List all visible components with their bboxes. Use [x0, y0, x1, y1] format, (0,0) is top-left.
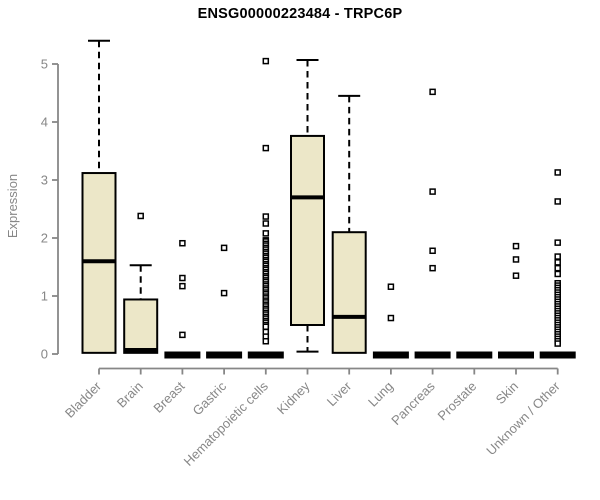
chart-title: ENSG00000223484 - TRPC6P	[197, 6, 403, 22]
outlier-unknown-other	[554, 270, 561, 278]
outlier-gastric	[220, 244, 228, 252]
outlier-hematopoietic-cells	[262, 57, 270, 65]
outlier-hematopoietic-cells	[262, 220, 270, 227]
x-label-skin: Skin	[493, 379, 521, 407]
outlier-lung	[387, 283, 395, 290]
box-kidney	[290, 134, 325, 326]
outlier-breast	[179, 239, 186, 247]
x-label-prostate: Prostate	[435, 379, 480, 424]
outlier-pancreas	[429, 264, 436, 272]
outlier-unknown-other	[554, 340, 561, 347]
outlier-hematopoietic-cells	[262, 144, 270, 152]
y-tick-label: 1	[41, 289, 48, 304]
x-label-unknown-other: Unknown / Other	[483, 378, 563, 458]
outlier-lung	[387, 314, 395, 322]
y-tick-label: 5	[41, 57, 48, 72]
x-label-gastric: Gastric	[190, 378, 230, 418]
outlier-pancreas	[429, 88, 436, 96]
x-label-brain: Brain	[114, 379, 146, 411]
flat-box-unknown-other	[539, 351, 576, 359]
flat-box-hematopoietic-cells	[247, 351, 284, 359]
outlier-hematopoietic-cells	[262, 230, 270, 237]
y-tick-label: 0	[41, 347, 48, 362]
outlier-unknown-other	[554, 259, 561, 266]
x-label-liver: Liver	[324, 378, 355, 409]
outlier-breast	[179, 331, 186, 339]
x-label-kidney: Kidney	[274, 378, 313, 417]
box-liver	[331, 231, 367, 354]
flat-box-skin	[498, 351, 534, 359]
flat-box-prostate	[456, 351, 493, 359]
flat-box-lung	[372, 351, 409, 359]
outlier-unknown-other	[554, 239, 561, 246]
outlier-skin	[512, 256, 520, 263]
outlier-brain	[137, 212, 144, 220]
x-label-lung: Lung	[365, 379, 396, 410]
y-tick-label: 2	[41, 231, 48, 246]
outlier-hematopoietic-cells	[262, 337, 270, 345]
x-label-breast: Breast	[150, 378, 187, 415]
x-label-pancreas: Pancreas	[388, 378, 438, 428]
outlier-gastric	[220, 289, 228, 297]
y-tick-label: 3	[41, 173, 48, 188]
outlier-unknown-other	[554, 169, 561, 176]
x-label-bladder: Bladder	[62, 378, 105, 421]
outlier-hematopoietic-cells	[262, 323, 270, 330]
outlier-hematopoietic-cells	[262, 213, 270, 220]
outlier-pancreas	[429, 247, 436, 255]
flat-box-gastric	[206, 351, 243, 359]
flat-box-pancreas	[414, 351, 451, 359]
outlier-unknown-other	[554, 253, 561, 260]
outlier-breast	[179, 274, 186, 282]
outlier-unknown-other	[554, 198, 561, 205]
outlier-skin	[512, 242, 520, 250]
outlier-unknown-other	[554, 264, 561, 272]
outlier-pancreas	[429, 188, 436, 195]
box-brain	[123, 298, 159, 354]
outlier-breast	[179, 282, 186, 290]
y-tick-label: 4	[41, 115, 48, 130]
outlier-skin	[512, 272, 520, 279]
flat-box-breast	[164, 351, 201, 359]
